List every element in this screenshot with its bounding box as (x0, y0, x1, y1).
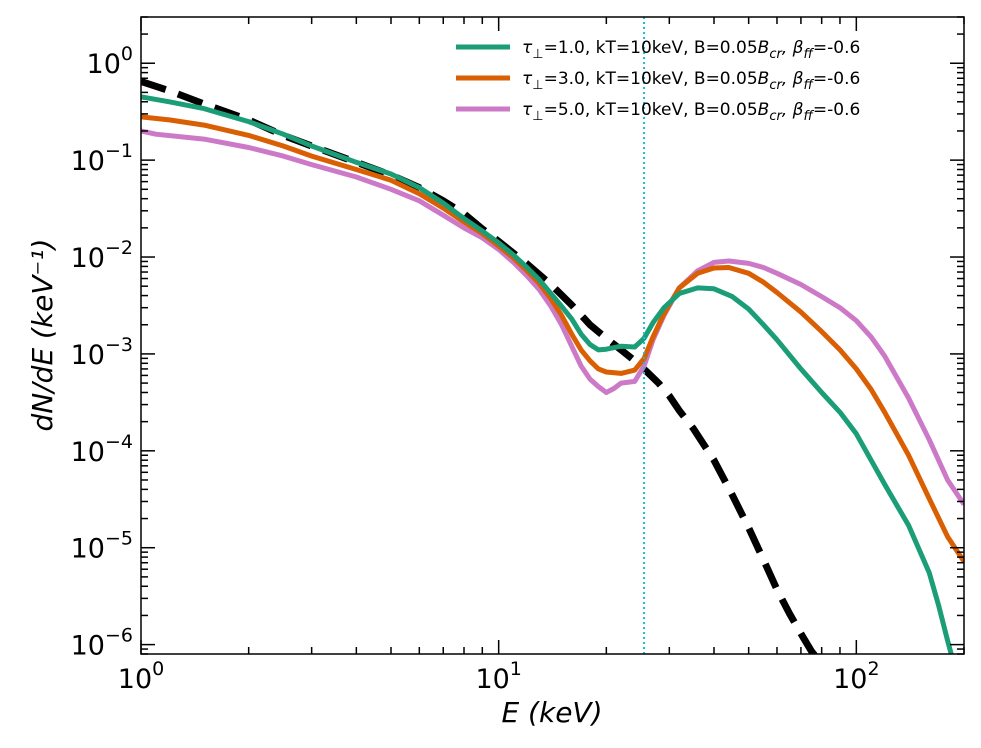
y-tick-label: 10−2 (71, 237, 133, 274)
y-tick-labels: 100 10−1 10−2 10−3 10−4 10−5 10−6 (71, 43, 133, 661)
legend: τ⊥=1.0, kT=10keV, B=0.05Bcr, βff=-0.6 τ⊥=… (456, 38, 860, 124)
y-tick-label: 10−1 (71, 140, 133, 177)
x-tick-label: 102 (833, 658, 879, 695)
y-tick-label: 100 (87, 43, 133, 80)
y-tick-label: 10−6 (71, 625, 133, 662)
y-tick-label: 10−4 (71, 431, 133, 468)
series-line-1 (141, 94, 954, 654)
series-line-2 (141, 114, 964, 563)
x-axis-label: E (keV) (501, 696, 602, 729)
series-line-3 (141, 128, 964, 506)
ticks-layer (140, 16, 965, 655)
y-axis-label: dN/dE (keV⁻¹) (26, 239, 59, 432)
x-tick-label: 101 (475, 658, 521, 695)
x-tick-labels: 100 101 102 (118, 658, 880, 695)
legend-label-2: τ⊥=3.0, kT=10keV, B=0.05Bcr, βff=-0.6 (522, 69, 860, 93)
y-tick-label: 10−3 (71, 334, 133, 371)
series-layer (141, 78, 964, 654)
x-tick-label: 100 (118, 658, 164, 695)
y-tick-label: 10−5 (71, 528, 133, 565)
legend-label-3: τ⊥=5.0, kT=10keV, B=0.05Bcr, βff=-0.6 (522, 100, 860, 124)
legend-label-1: τ⊥=1.0, kT=10keV, B=0.05Bcr, βff=-0.6 (522, 38, 860, 62)
plot-frame (140, 16, 965, 655)
